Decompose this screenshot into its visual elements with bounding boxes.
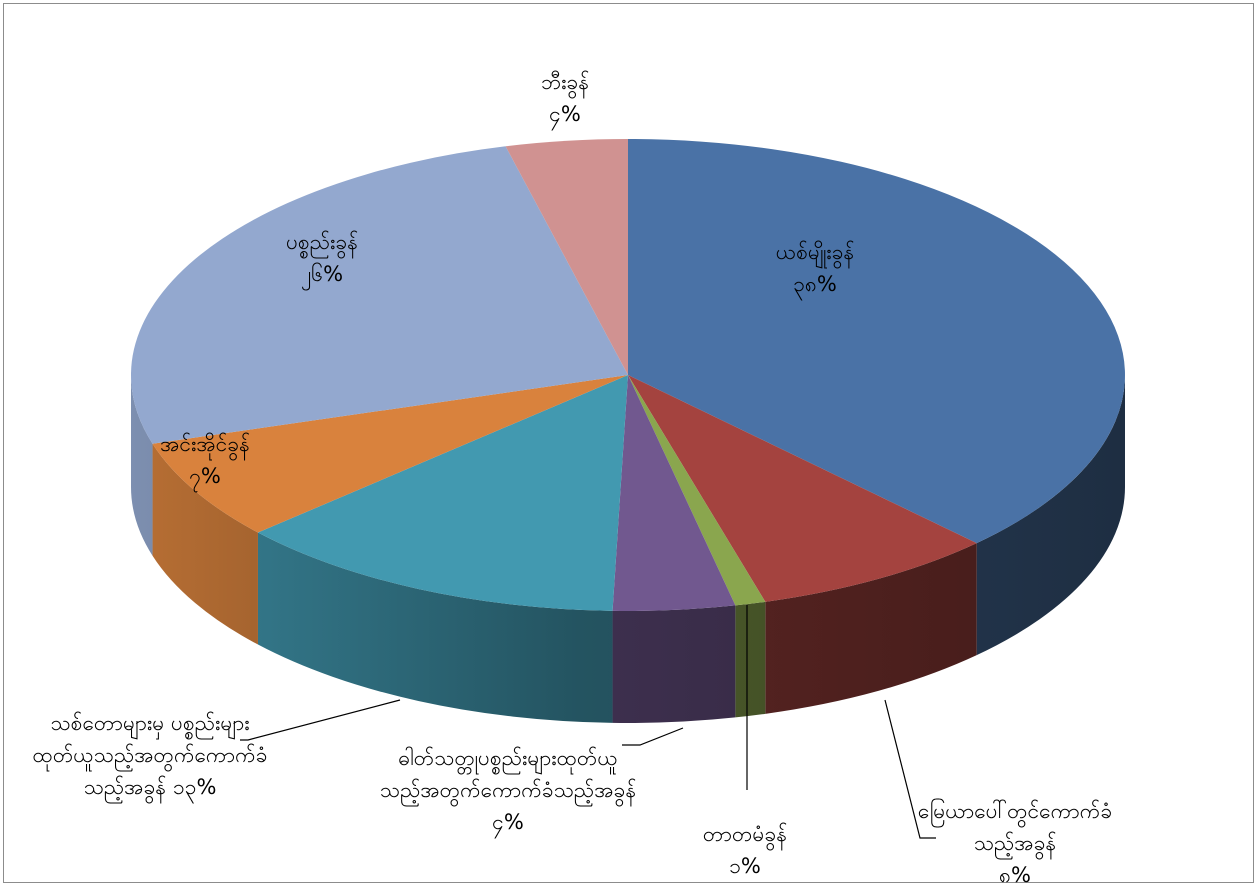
pie-slice-side	[257, 532, 613, 723]
pie-slice	[131, 146, 629, 444]
slice-name: ဘီးခွန်	[540, 70, 590, 94]
leader-line	[240, 699, 401, 741]
slice-name: သစ်တောများမှ ပစ္စည်းများထုတ်ယူသည့်အတွက်က…	[32, 711, 268, 799]
slice-percent: ၃၈%	[793, 272, 837, 296]
slice-percent: ၂၆%	[300, 262, 344, 286]
pie-slice	[612, 375, 736, 611]
chart-border	[3, 3, 1254, 883]
slice-name: တာတမံခွန်	[702, 822, 788, 846]
data-label: ဘီးခွန်၄%	[465, 66, 665, 130]
slice-percent: ၇%	[189, 464, 221, 488]
data-label: သစ်တောများမှ ပစ္စည်းများထုတ်ယူသည့်အတွက်က…	[20, 707, 280, 803]
slice-percent: ၁၃%	[172, 775, 217, 799]
data-label: တာတမံခွန်၁%	[635, 818, 855, 882]
pie-slice	[628, 139, 1125, 544]
pie-slice	[628, 375, 766, 606]
slice-name: ယစ်မျိုးခွန်	[775, 240, 855, 264]
data-label: ယစ်မျိုးခွန်၃၈%	[705, 236, 925, 300]
slice-name: ပစ္စည်းခွန်	[285, 230, 359, 254]
data-label: ပစ္စည်းခွန်၂၆%	[212, 226, 432, 290]
pie-slice	[257, 375, 628, 611]
data-label: ဓါတ်သတ္တုပစ္စည်းများထုတ်ယူသည့်အတွက်ကောက်…	[373, 742, 643, 838]
pie-slice	[152, 375, 628, 533]
pie-slice	[505, 139, 628, 375]
data-label: အင်းအိုင်ခွန်၇%	[95, 428, 315, 492]
leader-lines	[240, 605, 936, 839]
pie-slice-side	[735, 601, 766, 718]
pie-slice-side	[976, 375, 1125, 656]
leader-line	[622, 727, 684, 746]
slice-name: အင်းအိုင်ခွန်	[160, 432, 250, 456]
slice-percent: ၁%	[729, 854, 761, 878]
slice-percent: ၄%	[492, 810, 524, 834]
pie-slice-side	[131, 375, 153, 556]
slice-percent: ၄%	[549, 102, 581, 126]
pie-sides	[131, 375, 1125, 723]
pie-tops	[131, 139, 1125, 611]
slice-percent: ၈%	[999, 863, 1031, 887]
leader-line	[884, 699, 936, 839]
pie-slice-side	[765, 543, 977, 714]
slice-name: မြေယာပေါ်တွင်ကောက်ခံသည့်အခွန်	[917, 799, 1113, 855]
slice-name: ဓါတ်သတ္တုပစ္စည်းများထုတ်ယူသည့်အတွက်ကောက်…	[379, 746, 637, 802]
data-label: မြေယာပေါ်တွင်ကောက်ခံသည့်အခွန်၈%	[915, 795, 1115, 888]
pie-slice-side	[152, 443, 258, 645]
pie-slice	[628, 375, 977, 602]
pie-slice-side	[612, 605, 736, 723]
